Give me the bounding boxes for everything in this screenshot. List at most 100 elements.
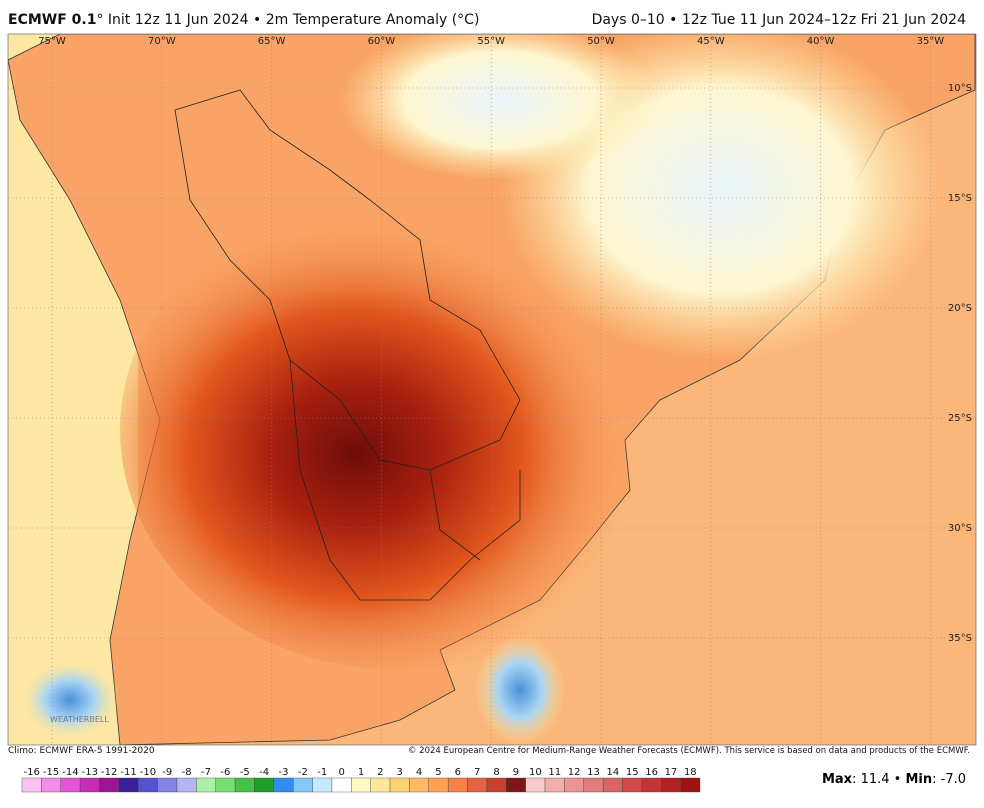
colorbar-cell: [564, 777, 584, 793]
lon-label: 40°W: [807, 36, 835, 47]
colorbar-label: -4: [259, 767, 269, 778]
valid-range: Days 0–10 • 12z Tue 11 Jun 2024–12z Fri …: [591, 12, 966, 28]
colorbar-label: 7: [474, 767, 480, 778]
colorbar-label: -5: [240, 767, 250, 778]
colorbar-cell: [351, 777, 371, 793]
colorbar-cell: [118, 777, 139, 793]
colorbar-cell: [234, 777, 255, 793]
colorbar-label: 3: [397, 767, 403, 778]
colorbar-label: 18: [684, 767, 697, 778]
copyright: © 2024 European Centre for Medium-Range …: [407, 746, 970, 756]
lat-label: 10°S: [948, 83, 972, 94]
colorbar-cell: [486, 777, 507, 793]
max-min: Max: 11.4 • Min: -7.0: [821, 772, 966, 787]
colorbar-cell: [680, 777, 701, 793]
colorbar-label: -3: [279, 767, 289, 778]
colorbar-cell: [447, 777, 468, 793]
lon-label: 50°W: [587, 36, 615, 47]
lat-label: 25°S: [948, 413, 972, 424]
colorbar-cell: [41, 777, 61, 793]
lat-label: 15°S: [948, 193, 972, 204]
colorbar-cell: [331, 777, 352, 793]
colorbar-label: -1: [317, 767, 327, 778]
colorbar-label: 12: [568, 767, 581, 778]
max-label: Max: [821, 772, 853, 787]
colorbar-cell: [525, 777, 546, 793]
colorbar-cell: [79, 777, 100, 793]
colorbar-cell: [196, 777, 216, 793]
colorbar-cell: [641, 777, 662, 793]
lon-label: 55°W: [477, 36, 505, 47]
colorbar-label: 4: [416, 767, 422, 778]
title-bold: ECMWF 0.1: [8, 12, 97, 28]
colorbar-label: -12: [101, 767, 117, 778]
colorbar-label: 16: [645, 767, 658, 778]
colorbar-cell: [273, 777, 294, 793]
colorbar-label: -16: [24, 767, 40, 778]
colorbar-cell: [467, 777, 488, 793]
lon-label: 75°W: [38, 36, 66, 47]
warm-anomaly: [120, 190, 680, 670]
colorbar-cell: [409, 777, 429, 793]
colorbar-label: 14: [606, 767, 619, 778]
colorbar-cell: [293, 777, 313, 793]
colorbar-cell: [99, 777, 120, 793]
lon-label: 60°W: [368, 36, 396, 47]
title-rest: ° Init 12z 11 Jun 2024 • 2m Temperature …: [96, 12, 480, 28]
colorbar-label: -10: [140, 767, 156, 778]
colorbar-cell: [370, 777, 391, 793]
min-value: -7.0: [940, 772, 966, 787]
colorbar-label: -6: [220, 767, 230, 778]
colorbar-cell: [157, 777, 178, 793]
max-value: 11.4: [860, 772, 890, 787]
lon-label: 45°W: [697, 36, 725, 47]
colorbar-label: -8: [182, 767, 192, 778]
map-frame: [7, 33, 977, 746]
colorbar-cell: [21, 777, 42, 793]
lon-label: 35°W: [917, 36, 945, 47]
colorbar-label: 8: [493, 767, 499, 778]
colorbar-cell: [583, 777, 604, 793]
colorbar-cell: [506, 777, 526, 793]
lat-label: 35°S: [948, 633, 972, 644]
colorbar-label: 6: [455, 767, 461, 778]
colorbar-label: 10: [529, 767, 542, 778]
colorbar-label: -14: [62, 767, 78, 778]
colorbar-cell: [622, 777, 643, 793]
colorbar-cell: [312, 777, 333, 793]
climo-note: Climo: ECMWF ERA-5 1991-2020: [8, 746, 155, 756]
colorbar-label: 13: [587, 767, 600, 778]
border: [174, 89, 521, 471]
colorbar-cell: [138, 777, 158, 793]
cold-anomaly: [475, 635, 565, 745]
colorbar-label: 11: [548, 767, 561, 778]
cool-area: [340, 34, 660, 180]
lat-label: 20°S: [948, 303, 972, 314]
colorbar-cell: [215, 777, 236, 793]
min-label: Min: [905, 772, 933, 787]
colorbar-label: 9: [513, 767, 519, 778]
colorbar-label: -13: [82, 767, 98, 778]
border: [289, 359, 521, 601]
colorbar-cell: [602, 777, 623, 793]
title: ECMWF 0.1° Init 12z 11 Jun 2024 • 2m Tem…: [8, 12, 479, 28]
colorbar-cell: [661, 777, 681, 793]
colorbar-label: -9: [162, 767, 172, 778]
colorbar-cell: [176, 777, 197, 793]
colorbar-cell: [389, 777, 410, 793]
colorbar-label: 17: [665, 767, 678, 778]
colorbar-label: -15: [43, 767, 59, 778]
lon-label: 65°W: [258, 36, 286, 47]
colorbar-label: 1: [358, 767, 364, 778]
watermark: WEATHERBELL: [50, 715, 109, 724]
colorbar-cell: [544, 777, 565, 793]
colorbar-label: -2: [298, 767, 308, 778]
colorbar-label: 5: [435, 767, 441, 778]
colorbar-cell: [254, 777, 275, 793]
colorbar-label: 15: [626, 767, 639, 778]
cold-anomaly: [20, 660, 120, 740]
colorbar-label: 2: [377, 767, 383, 778]
colorbar-cell: [428, 777, 449, 793]
